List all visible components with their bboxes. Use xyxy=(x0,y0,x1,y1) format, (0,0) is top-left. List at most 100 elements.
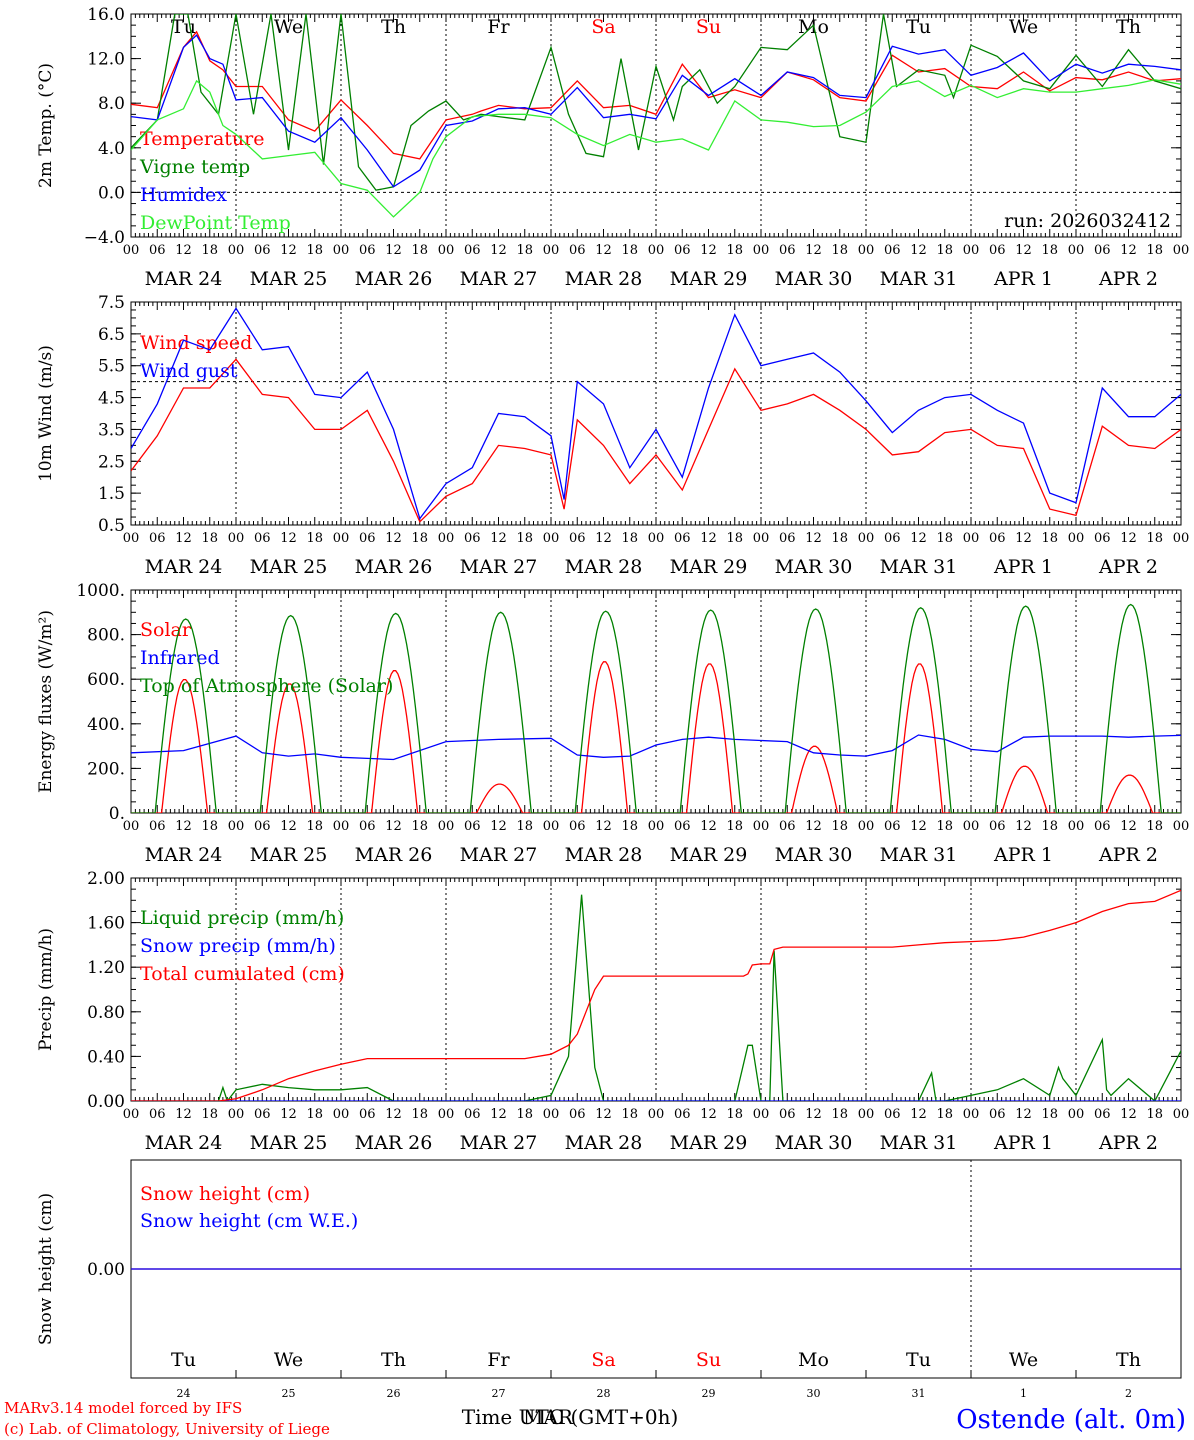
hour-tick-label: 00 xyxy=(543,531,560,546)
y-axis-label: 10m Wind (m/s) xyxy=(36,345,56,482)
station-name: Ostende (alt. 0m) xyxy=(956,1405,1186,1435)
hour-tick-label: 18 xyxy=(1041,531,1058,546)
hour-tick-label: 12 xyxy=(280,243,297,258)
hour-tick-label: 18 xyxy=(306,243,323,258)
date-label: MAR 27 xyxy=(460,556,538,578)
hour-tick-label: 06 xyxy=(149,1107,166,1122)
hour-tick-label: 18 xyxy=(1041,819,1058,834)
hour-tick-label: 00 xyxy=(1068,819,1085,834)
date-label: MAR 26 xyxy=(355,1132,433,1154)
hour-tick-label: 18 xyxy=(936,243,953,258)
hour-tick-label: 06 xyxy=(149,819,166,834)
hour-tick-label: 12 xyxy=(1015,531,1032,546)
y-tick-label: 16.0 xyxy=(87,5,125,25)
hour-tick-label: 00 xyxy=(123,819,140,834)
y-tick-label: 4.5 xyxy=(98,389,125,409)
hour-tick-label: 18 xyxy=(936,531,953,546)
legend-entry: Liquid precip (mm/h) xyxy=(140,907,344,929)
hour-tick-label: 00 xyxy=(963,819,980,834)
weekday-label: We xyxy=(274,16,303,38)
y-tick-label: 2.5 xyxy=(98,452,125,472)
hour-tick-label: 00 xyxy=(1068,531,1085,546)
hour-tick-label: 00 xyxy=(963,243,980,258)
y-tick-label: 400. xyxy=(87,715,125,735)
hour-tick-label: 00 xyxy=(1173,819,1190,834)
hour-tick-label: 12 xyxy=(805,243,822,258)
y-axis-label: 2m Temp. (°C) xyxy=(36,63,56,188)
y-tick-label: 0.00 xyxy=(87,1260,125,1280)
hour-tick-label: 00 xyxy=(333,819,350,834)
hour-tick-label: 12 xyxy=(700,1107,717,1122)
hour-tick-label: 06 xyxy=(884,1107,901,1122)
hour-tick-label: 00 xyxy=(1173,531,1190,546)
day-number-label: 27 xyxy=(492,1387,506,1400)
hour-tick-label: 00 xyxy=(333,1107,350,1122)
date-label: MAR 30 xyxy=(775,268,853,290)
hour-tick-label: 06 xyxy=(149,243,166,258)
hour-tick-label: 18 xyxy=(831,1107,848,1122)
date-label: MAR 24 xyxy=(145,556,223,578)
hour-tick-label: 00 xyxy=(648,243,665,258)
date-label: MAR 26 xyxy=(355,268,433,290)
hour-tick-label: 12 xyxy=(1120,243,1137,258)
date-label: MAR 26 xyxy=(355,556,433,578)
hour-tick-label: 00 xyxy=(858,819,875,834)
hour-tick-label: 06 xyxy=(674,531,691,546)
y-tick-label: 7.5 xyxy=(98,293,125,313)
date-label: APR 2 xyxy=(1098,268,1158,290)
panel-temp: 00 06 12 18 MAR 24 00 06 12 18 MAR 25 00 06 12 18 MAR … xyxy=(36,5,1189,290)
hour-tick-label: 12 xyxy=(490,1107,507,1122)
credit-line-2: (c) Lab. of Climatology, University of L… xyxy=(4,1420,330,1438)
hour-tick-label: 12 xyxy=(385,1107,402,1122)
hour-tick-label: 00 xyxy=(648,819,665,834)
panel-precip: 00 06 12 18 MAR 24 00 06 12 18 MAR 25 00 06 12 18 MAR … xyxy=(36,869,1189,1154)
hour-tick-label: 18 xyxy=(306,531,323,546)
series-line-total-cumulated-cm- xyxy=(131,889,1181,1101)
hour-tick-label: 18 xyxy=(831,531,848,546)
date-label: MAR 30 xyxy=(775,844,853,866)
weekday-label: Th xyxy=(381,1349,406,1371)
hour-tick-label: 12 xyxy=(490,243,507,258)
hour-tick-label: 12 xyxy=(595,1107,612,1122)
y-axis-label: Snow height (cm) xyxy=(36,1193,56,1345)
hour-tick-label: 06 xyxy=(569,1107,586,1122)
date-label: MAR 29 xyxy=(670,268,748,290)
hour-tick-label: 06 xyxy=(464,531,481,546)
panel-wind: 00 06 12 18 MAR 24 00 06 12 18 MAR 25 00 06 12 18 MAR … xyxy=(36,293,1189,578)
date-label: APR 1 xyxy=(993,1132,1053,1154)
hour-tick-label: 06 xyxy=(989,531,1006,546)
hour-tick-label: 06 xyxy=(359,1107,376,1122)
hour-tick-label: 12 xyxy=(1120,531,1137,546)
hour-tick-label: 00 xyxy=(123,243,140,258)
hour-tick-label: 12 xyxy=(175,1107,192,1122)
hour-tick-label: 12 xyxy=(280,1107,297,1122)
weekday-label: We xyxy=(1009,1349,1038,1371)
y-tick-label: 1000. xyxy=(76,581,125,601)
date-label: MAR 25 xyxy=(250,844,328,866)
date-label: MAR 25 xyxy=(250,268,328,290)
hour-tick-label: 12 xyxy=(1120,819,1137,834)
date-label: MAR 27 xyxy=(460,844,538,866)
legend-entry: Solar xyxy=(140,619,192,641)
date-label: MAR 31 xyxy=(880,844,958,866)
hour-tick-label: 06 xyxy=(989,243,1006,258)
date-label: MAR 24 xyxy=(145,844,223,866)
hour-tick-label: 00 xyxy=(543,1107,560,1122)
hour-tick-label: 06 xyxy=(569,819,586,834)
hour-tick-label: 18 xyxy=(936,819,953,834)
hour-tick-label: 18 xyxy=(831,819,848,834)
day-number-label: 1 xyxy=(1020,1387,1027,1400)
x-axis-title-overlay: MAR xyxy=(523,1405,574,1429)
hour-tick-label: 18 xyxy=(516,243,533,258)
series-line-solar xyxy=(131,661,1181,813)
hour-tick-label: 12 xyxy=(1015,819,1032,834)
legend-entry: Vigne temp xyxy=(139,156,250,178)
y-tick-label: 2.00 xyxy=(87,869,125,889)
date-label: MAR 29 xyxy=(670,1132,748,1154)
date-label: MAR 27 xyxy=(460,1132,538,1154)
y-tick-label: 3.5 xyxy=(98,420,125,440)
hour-tick-label: 12 xyxy=(490,819,507,834)
hour-tick-label: 06 xyxy=(359,531,376,546)
hour-tick-label: 06 xyxy=(1094,531,1111,546)
hour-tick-label: 18 xyxy=(516,1107,533,1122)
